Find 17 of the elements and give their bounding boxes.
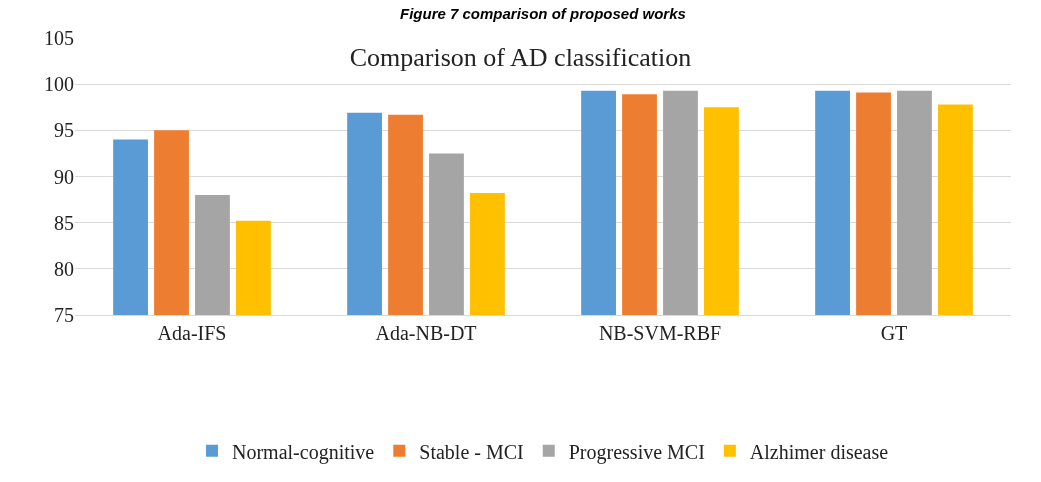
y-tick-label: 90 [54, 165, 74, 188]
x-tick-label: GT [880, 322, 908, 344]
y-tick-label: 80 [54, 257, 74, 280]
y-tick-label: 85 [54, 211, 74, 234]
y-tick-label: 105 [44, 27, 74, 49]
y-tick-label: 100 [44, 73, 74, 96]
y-tick-label: 95 [54, 119, 74, 142]
x-tick-label: Ada-NB-DT [375, 322, 477, 344]
legend-label: Progressive MCI [568, 440, 705, 464]
x-tick-label: NB-SVM-RBF [598, 322, 722, 344]
caption: Figure 7 comparison of proposed works [400, 5, 686, 22]
legend-label: Alzhimer disease [749, 440, 889, 463]
legend-label: Normal-cognitive [232, 440, 375, 464]
x-tick-label: Ada-IFS [157, 322, 227, 344]
y-tick-label: 75 [54, 304, 74, 326]
legend-label: Stable - MCI [419, 440, 524, 463]
chart-title: Comparison of AD classification [349, 43, 692, 73]
